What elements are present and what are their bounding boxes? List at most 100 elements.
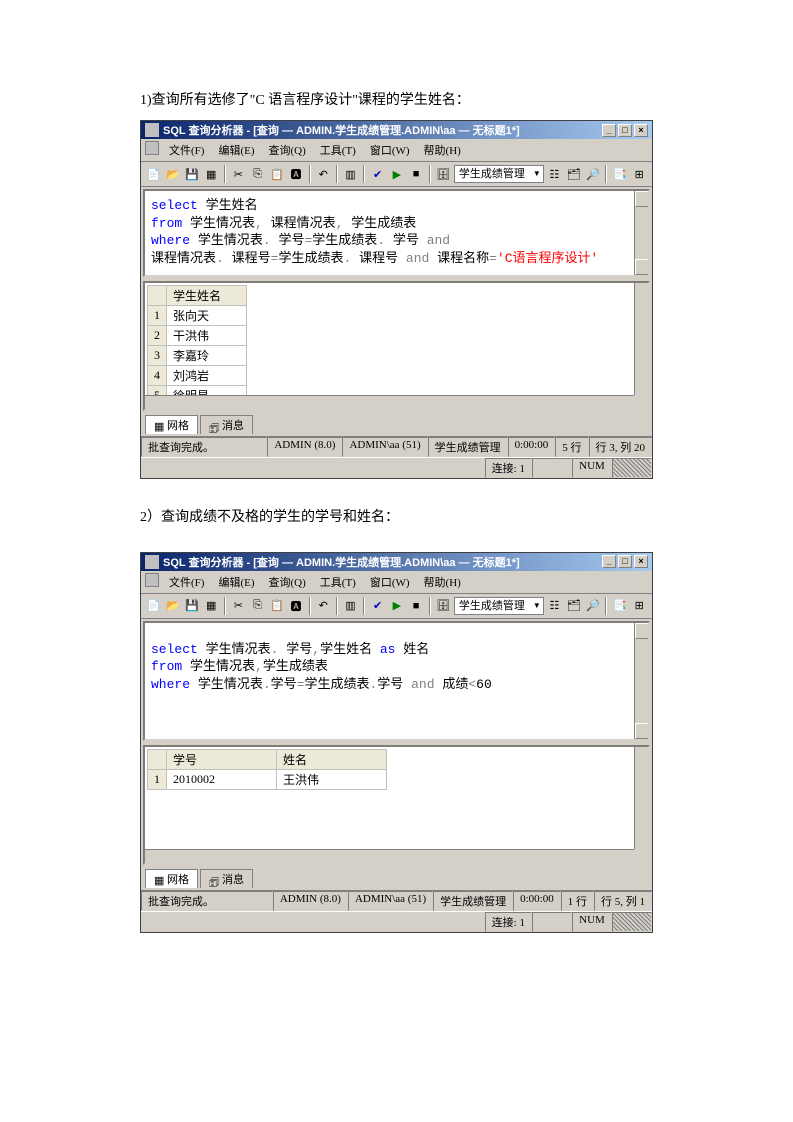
tab-grid[interactable]: ▦网格	[145, 869, 198, 888]
row-num[interactable]: 4	[148, 366, 167, 386]
tab-grid[interactable]: ▦网格	[145, 415, 198, 434]
cut-icon[interactable]: ✂	[230, 597, 247, 615]
database-dropdown[interactable]: 学生成绩管理	[454, 597, 544, 615]
toolbar: 📄 📂 💾 ▦ ✂ ⎘ 📋 🅰 ↶ ▥ ✔ ▶ ■ 🗄 学生成绩管理 ☷ 🗂 🔎…	[141, 594, 652, 619]
menu-tools[interactable]: 工具(T)	[314, 573, 362, 591]
row-num[interactable]: 1	[148, 306, 167, 326]
menu-window[interactable]: 窗口(W)	[364, 141, 416, 159]
execute-icon[interactable]: ▶	[388, 597, 405, 615]
mdi-icon[interactable]	[145, 141, 159, 155]
menu-tools[interactable]: 工具(T)	[314, 141, 362, 159]
status-rows: 1 行	[561, 891, 594, 911]
paste-icon[interactable]: 📋	[268, 165, 285, 183]
corner-cell	[148, 286, 167, 306]
open-icon[interactable]: 📂	[164, 597, 181, 615]
tab-messages[interactable]: 🗊消息	[200, 869, 253, 888]
database-dropdown[interactable]: 学生成绩管理	[454, 165, 544, 183]
cell[interactable]: 刘鸿岩	[167, 366, 247, 386]
tab-messages[interactable]: 🗊消息	[200, 415, 253, 434]
insert-icon[interactable]: ▦	[203, 597, 220, 615]
row-num[interactable]: 3	[148, 346, 167, 366]
object-search-icon[interactable]: 🔎	[584, 597, 601, 615]
scrollbar-v[interactable]	[634, 283, 648, 395]
row-num[interactable]: 1	[148, 769, 167, 789]
status-empty	[532, 458, 572, 478]
col-header[interactable]: 学生姓名	[167, 286, 247, 306]
cell[interactable]: 2010002	[167, 769, 277, 789]
minimize-button[interactable]: _	[602, 124, 616, 137]
new-icon[interactable]: 📄	[145, 165, 162, 183]
undo-icon[interactable]: ↶	[315, 165, 332, 183]
cell[interactable]: 王洪伟	[277, 769, 387, 789]
menu-edit[interactable]: 编辑(E)	[212, 141, 260, 159]
find-icon[interactable]: 🅰	[287, 165, 304, 183]
new-icon[interactable]: 📄	[145, 597, 162, 615]
scrollbar-h[interactable]	[145, 849, 634, 863]
copy-icon[interactable]: ⎘	[249, 165, 266, 183]
open-icon[interactable]: 📂	[164, 165, 181, 183]
show-plan-icon[interactable]: ⊞	[631, 165, 648, 183]
save-icon[interactable]: 💾	[183, 597, 200, 615]
scrollbar-v[interactable]	[634, 623, 648, 739]
menu-window[interactable]: 窗口(W)	[364, 573, 416, 591]
copy-icon[interactable]: ⎘	[249, 597, 266, 615]
save-icon[interactable]: 💾	[183, 165, 200, 183]
stop-icon[interactable]: ■	[407, 597, 424, 615]
paste-icon[interactable]: 📋	[268, 597, 285, 615]
toolbar: 📄 📂 💾 ▦ ✂ ⎘ 📋 🅰 ↶ ▥ ✔ ▶ ■ 🗄 学生成绩管理 ☷ 🗂 🔎…	[141, 162, 652, 187]
titlebar: SQL 查询分析器 - [查询 — ADMIN.学生成绩管理.ADMIN\aa …	[141, 121, 652, 139]
resize-grip[interactable]	[612, 458, 652, 478]
col-header[interactable]: 学号	[167, 749, 277, 769]
results-text-icon[interactable]: 📑	[611, 597, 628, 615]
resize-grip[interactable]	[612, 912, 652, 932]
parse-icon[interactable]: ✔	[369, 597, 386, 615]
execute-mode-icon[interactable]: ▥	[342, 597, 359, 615]
object-browser-icon[interactable]: 🗂	[565, 597, 582, 615]
mdi-icon[interactable]	[145, 573, 159, 587]
maximize-button[interactable]: □	[618, 555, 632, 568]
col-header[interactable]: 姓名	[277, 749, 387, 769]
scrollbar-v[interactable]	[634, 191, 648, 275]
undo-icon[interactable]: ↶	[315, 597, 332, 615]
menu-file[interactable]: 文件(F)	[163, 141, 210, 159]
menu-help[interactable]: 帮助(H)	[418, 141, 467, 159]
cell[interactable]: 李嘉玲	[167, 346, 247, 366]
stop-icon[interactable]: ■	[407, 165, 424, 183]
minimize-button[interactable]: _	[602, 555, 616, 568]
sql-window-1: SQL 查询分析器 - [查询 — ADMIN.学生成绩管理.ADMIN\aa …	[140, 120, 653, 479]
db-icon: 🗄	[435, 597, 452, 615]
execute-mode-icon[interactable]: ▥	[342, 165, 359, 183]
close-button[interactable]: ×	[634, 124, 648, 137]
status-num: NUM	[572, 912, 612, 932]
maximize-button[interactable]: □	[618, 124, 632, 137]
row-num[interactable]: 2	[148, 326, 167, 346]
insert-icon[interactable]: ▦	[203, 165, 220, 183]
menu-edit[interactable]: 编辑(E)	[212, 573, 260, 591]
statusbar: 批查询完成。 ADMIN (8.0) ADMIN\aa (51) 学生成绩管理 …	[141, 436, 652, 457]
object-browser-icon[interactable]: 🗂	[565, 165, 582, 183]
cell[interactable]: 张向天	[167, 306, 247, 326]
query-editor[interactable]: select 学生情况表. 学号,学生姓名 as 姓名from 学生情况表,学生…	[143, 621, 650, 741]
object-search-icon[interactable]: 🔎	[584, 165, 601, 183]
close-button[interactable]: ×	[634, 555, 648, 568]
menu-help[interactable]: 帮助(H)	[418, 573, 467, 591]
cell[interactable]: 干洪伟	[167, 326, 247, 346]
find-icon[interactable]: 🅰	[287, 597, 304, 615]
estimated-plan-icon[interactable]: ☷	[546, 165, 563, 183]
results-text-icon[interactable]: 📑	[611, 165, 628, 183]
execute-icon[interactable]: ▶	[388, 165, 405, 183]
message-icon: 🗊	[209, 874, 219, 884]
cut-icon[interactable]: ✂	[230, 165, 247, 183]
scrollbar-v[interactable]	[634, 747, 648, 849]
query-editor[interactable]: select 学生姓名from 学生情况表, 课程情况表, 学生成绩表where…	[143, 189, 650, 277]
parse-icon[interactable]: ✔	[369, 165, 386, 183]
scrollbar-h[interactable]	[145, 395, 634, 409]
menubar: 文件(F) 编辑(E) 查询(Q) 工具(T) 窗口(W) 帮助(H)	[141, 571, 652, 594]
estimated-plan-icon[interactable]: ☷	[546, 597, 563, 615]
show-plan-icon[interactable]: ⊞	[631, 597, 648, 615]
menu-file[interactable]: 文件(F)	[163, 573, 210, 591]
result-tabs: ▦网格 🗊消息	[141, 867, 652, 890]
status-server: ADMIN (8.0)	[267, 437, 342, 457]
menu-query[interactable]: 查询(Q)	[263, 141, 312, 159]
menu-query[interactable]: 查询(Q)	[263, 573, 312, 591]
